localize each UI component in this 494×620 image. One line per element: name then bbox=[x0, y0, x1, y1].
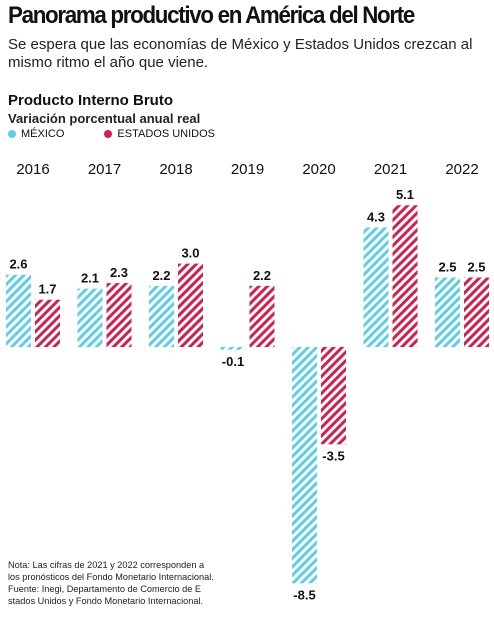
bar-usa-2021 bbox=[392, 205, 418, 347]
section-title: Producto Interno Bruto bbox=[8, 92, 173, 109]
legend: MÉXICO ESTADOS UNIDOS bbox=[8, 128, 255, 140]
year-label: 2020 bbox=[302, 161, 335, 178]
section-subtitle: Variación porcentual anual real bbox=[8, 111, 201, 126]
year-label: 2017 bbox=[88, 161, 121, 178]
bar-mexico-2022 bbox=[435, 277, 460, 347]
bar-mexico-2020 bbox=[292, 347, 317, 584]
bar-usa-2016 bbox=[35, 299, 60, 347]
legend-item-mexico: MÉXICO bbox=[8, 128, 64, 140]
chart-title: Panorama productivo en América del Norte bbox=[8, 2, 415, 29]
data-label-usa-2022: 2.5 bbox=[467, 260, 485, 275]
note-line: los pronósticos del Fondo Monetario Inte… bbox=[8, 572, 214, 582]
data-label-mexico-2021: 4.3 bbox=[367, 209, 385, 224]
note-line: stados Unidos y Fondo Monetario Internac… bbox=[8, 596, 204, 606]
legend-label-mexico: MÉXICO bbox=[21, 128, 65, 140]
data-label-mexico-2020: -8.5 bbox=[293, 587, 315, 602]
data-label-mexico-2017: 2.1 bbox=[81, 271, 99, 286]
bar-mexico-2021 bbox=[363, 227, 389, 347]
bar-mexico-2018 bbox=[149, 285, 174, 347]
legend-label-usa: ESTADOS UNIDOS bbox=[117, 128, 215, 140]
year-label: 2019 bbox=[231, 161, 264, 178]
bar-usa-2018 bbox=[178, 263, 203, 347]
note: Nota: Las cifras de 2021 y 2022 correspo… bbox=[8, 559, 214, 607]
bar-usa-2022 bbox=[464, 277, 489, 347]
legend-swatch-usa bbox=[104, 130, 113, 138]
data-label-usa-2021: 5.1 bbox=[396, 187, 414, 202]
data-label-usa-2016: 1.7 bbox=[38, 282, 56, 297]
data-label-mexico-2018: 2.2 bbox=[152, 268, 170, 283]
year-label: 2022 bbox=[445, 161, 478, 178]
data-label-mexico-2016: 2.6 bbox=[9, 257, 27, 272]
year-label: 2018 bbox=[159, 161, 192, 178]
year-label: 2021 bbox=[374, 161, 407, 178]
data-label-mexico-2022: 2.5 bbox=[438, 260, 456, 275]
chart-subtitle: Se espera que las economías de México y … bbox=[8, 36, 473, 71]
note-line: Nota: Las cifras de 2021 y 2022 correspo… bbox=[8, 560, 205, 570]
bar-usa-2017 bbox=[106, 283, 132, 347]
bar-usa-2020 bbox=[321, 347, 346, 445]
bar-mexico-2017 bbox=[77, 288, 103, 347]
data-label-mexico-2019: -0.1 bbox=[222, 354, 244, 369]
data-label-usa-2018: 3.0 bbox=[181, 246, 199, 261]
data-label-usa-2020: -3.5 bbox=[322, 448, 344, 463]
legend-swatch-mexico bbox=[8, 130, 16, 138]
bar-mexico-2016 bbox=[6, 274, 31, 347]
note-line: Fuente: Inegi, Departamento de Comercio … bbox=[8, 584, 202, 594]
year-label: 2016 bbox=[16, 161, 49, 178]
bar-usa-2019 bbox=[249, 285, 275, 347]
data-label-usa-2017: 2.3 bbox=[110, 265, 128, 280]
legend-item-usa: ESTADOS UNIDOS bbox=[104, 128, 215, 140]
bar-mexico-2019 bbox=[220, 347, 246, 350]
data-label-usa-2019: 2.2 bbox=[253, 268, 271, 283]
